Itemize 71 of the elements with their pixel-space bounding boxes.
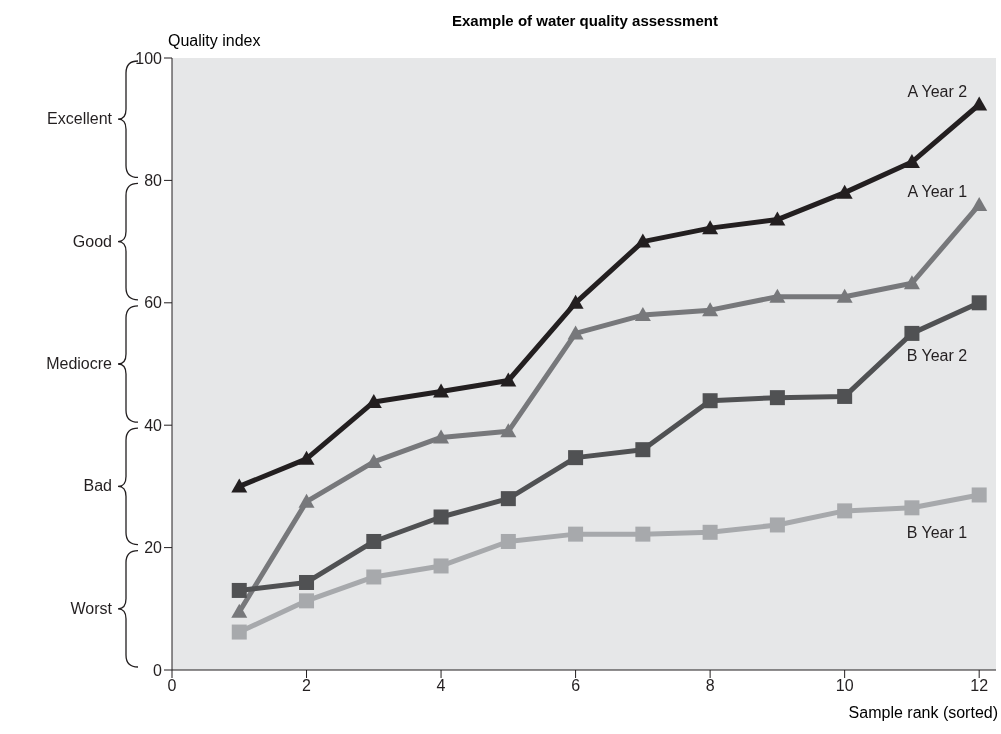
series-label: A Year 1 — [907, 182, 968, 200]
point — [568, 450, 584, 466]
series-label: A Year 2 — [907, 82, 968, 100]
y-tick-label: 0 — [153, 661, 163, 679]
y-tick-label: 80 — [144, 172, 163, 190]
point — [837, 503, 853, 519]
point — [971, 487, 987, 503]
x-axis-title: Sample rank (sorted) — [848, 704, 998, 722]
point — [903, 154, 920, 169]
point — [635, 526, 651, 542]
x-tick-label: 6 — [571, 677, 581, 695]
x-tick-label: 12 — [970, 677, 989, 695]
point — [903, 275, 920, 290]
point — [635, 442, 651, 458]
point — [298, 493, 315, 508]
text: Good — [72, 232, 112, 250]
y-tick-label: 20 — [144, 539, 163, 557]
text: Mediocre — [46, 355, 113, 372]
point — [231, 478, 248, 493]
point — [299, 574, 315, 590]
point — [231, 603, 248, 618]
y-tick-label: 60 — [144, 294, 163, 312]
x-tick-label: 2 — [302, 677, 312, 695]
point — [769, 288, 786, 303]
point — [634, 307, 651, 322]
point — [904, 325, 920, 341]
point — [500, 423, 517, 438]
point — [702, 393, 718, 409]
point — [702, 302, 719, 317]
point — [971, 196, 988, 211]
point — [702, 220, 719, 235]
point — [231, 624, 247, 640]
point — [433, 429, 450, 444]
y-axis-title: Quality index — [168, 32, 261, 50]
text: Excellent — [47, 110, 113, 128]
y-tick-label: 40 — [144, 416, 163, 434]
text: Bad — [83, 477, 112, 495]
point — [500, 491, 516, 507]
point — [971, 96, 988, 111]
point — [366, 569, 382, 585]
point — [366, 533, 382, 549]
series-label: B Year 2 — [906, 346, 968, 364]
series-label: B Year 1 — [906, 524, 968, 542]
point — [231, 582, 247, 598]
point — [500, 372, 517, 387]
x-tick-label: 0 — [167, 677, 177, 695]
point — [837, 388, 853, 404]
point — [433, 558, 449, 574]
point — [567, 294, 584, 309]
point — [567, 325, 584, 340]
point — [971, 295, 987, 311]
point — [769, 211, 786, 226]
x-tick-label: 10 — [835, 677, 854, 695]
point — [298, 450, 315, 465]
text: Worst — [70, 599, 113, 617]
point — [299, 593, 315, 609]
x-tick-label: 4 — [436, 677, 446, 695]
point — [904, 500, 920, 516]
point — [769, 517, 785, 533]
chart-title: Example of water quality assessment — [451, 12, 719, 29]
x-tick-label: 8 — [705, 677, 715, 695]
point — [769, 390, 785, 406]
point — [836, 288, 853, 303]
point — [568, 526, 584, 542]
point — [433, 509, 449, 525]
point — [634, 233, 651, 248]
point — [433, 383, 450, 398]
y-tick-label: 100 — [135, 49, 163, 67]
point — [500, 533, 516, 549]
point — [836, 184, 853, 199]
point — [702, 524, 718, 540]
